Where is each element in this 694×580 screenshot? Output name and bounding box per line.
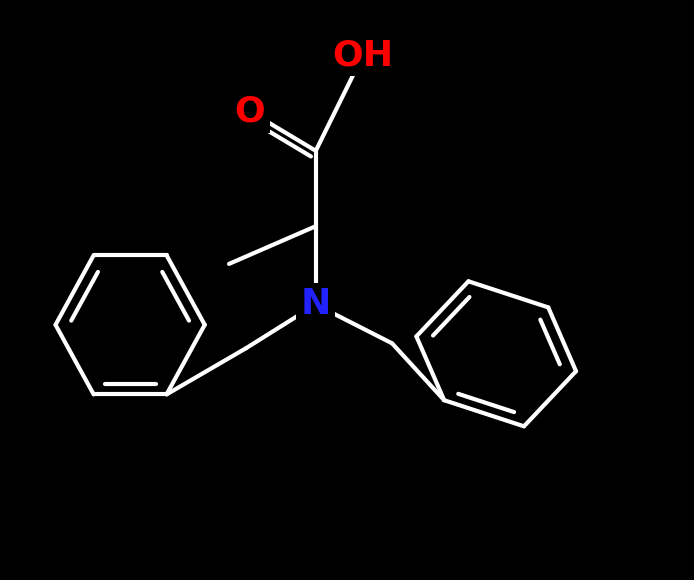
Text: O: O: [235, 95, 265, 128]
Text: N: N: [301, 288, 331, 321]
Text: OH: OH: [332, 38, 393, 72]
